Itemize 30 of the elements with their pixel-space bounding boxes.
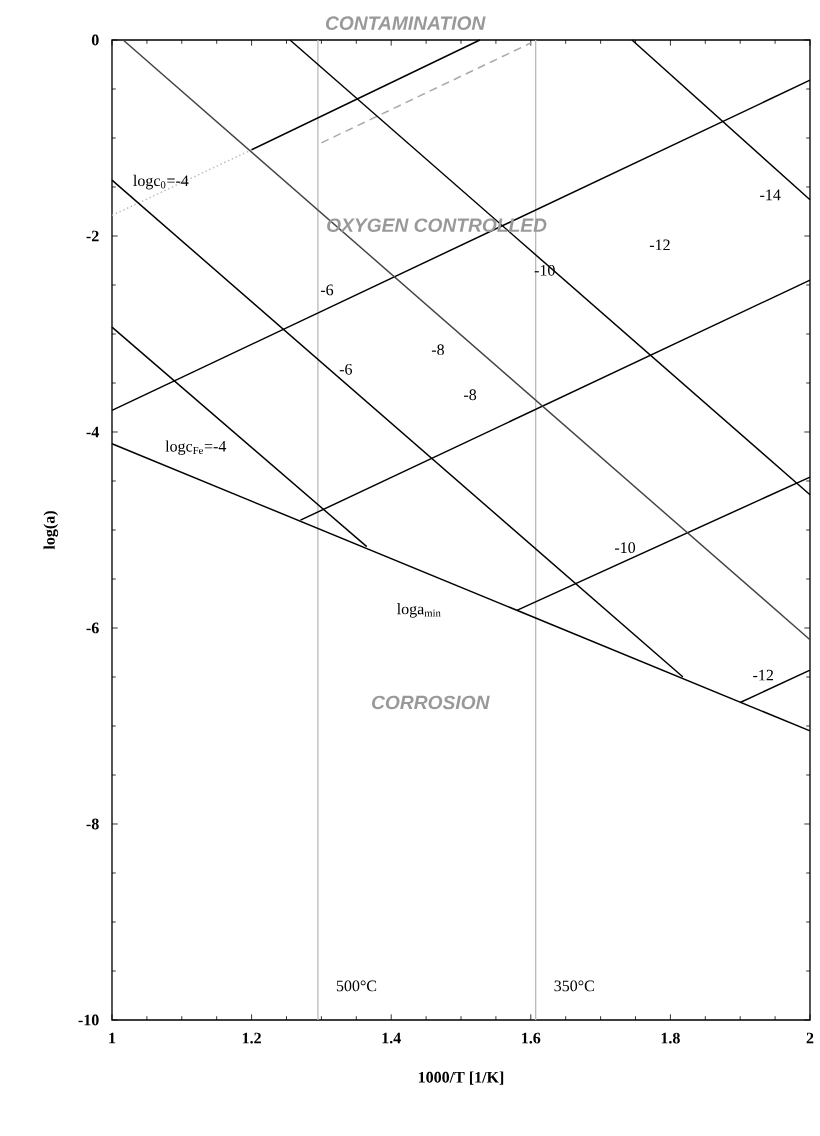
text: CONTAMINATION <box>325 16 486 30</box>
ref-line-label: 350°C <box>554 980 594 992</box>
y-tick-label: -2 <box>86 230 99 242</box>
x-tick-label: 1.4 <box>382 1032 401 1044</box>
annotation: -8 <box>431 344 444 356</box>
annotation: logc$_{0}$=-4 <box>133 174 189 190</box>
annotation: CORROSION <box>372 695 490 710</box>
annotation: -8 <box>463 389 477 401</box>
x-tick-label: 1.6 <box>522 1032 541 1044</box>
annotation: logc$_{Fe}$=-4 <box>165 440 227 455</box>
annotation: -10 <box>614 542 636 554</box>
y-tick-label: -6 <box>86 622 99 634</box>
x-tick-label: 1.8 <box>661 1032 680 1044</box>
annotation: -6 <box>339 363 353 375</box>
y-tick-label: -10 <box>78 1014 99 1026</box>
x-axis-title: 1000/T [1/K] <box>418 1071 504 1085</box>
annotation: -12 <box>753 669 773 681</box>
x-tick-label: 2 <box>806 1032 814 1044</box>
annotation: loga$_{min}$ <box>397 603 441 618</box>
y-tick-label: 0 <box>91 34 99 46</box>
ref-line-label: 500°C <box>336 980 377 992</box>
annotation: -10 <box>534 264 555 276</box>
annotation: -14 <box>760 189 781 201</box>
y-tick-label: -8 <box>86 818 99 830</box>
y-axis-title: log(a) <box>43 511 59 550</box>
annotation: -12 <box>649 239 670 251</box>
x-tick-label: 1 <box>109 1032 116 1044</box>
annotation: -6 <box>320 284 334 296</box>
y-tick-label: -4 <box>86 426 99 438</box>
x-tick-label: 1.2 <box>242 1032 261 1044</box>
